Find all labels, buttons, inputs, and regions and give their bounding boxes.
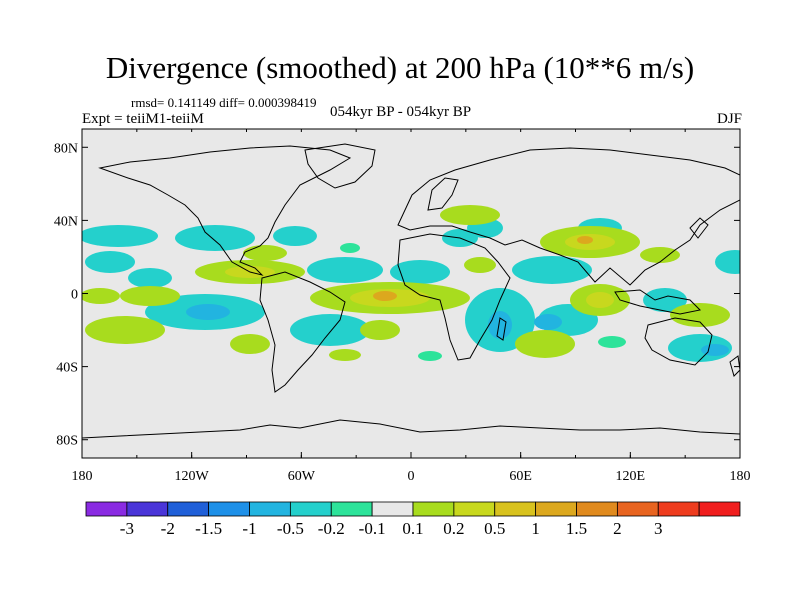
colorbar-label: 0.1: [402, 519, 423, 538]
colorbar-swatch: [126, 501, 169, 517]
lat-tick-label: 0: [71, 288, 78, 303]
colorbar-swatch: [453, 501, 496, 517]
coast-japan: [689, 217, 709, 239]
neg-patch: [512, 256, 592, 284]
lat-ticks: 80N 40N 0 40S 80S: [54, 141, 740, 449]
neg-core: [488, 311, 512, 339]
colorbar-label: -1: [242, 519, 256, 538]
pos-patch: [82, 288, 120, 304]
colorbar-swatch: [249, 501, 291, 517]
colorbar-label: -0.5: [277, 519, 304, 538]
lon-tick-label: 60W: [288, 469, 316, 484]
colorbar: [85, 501, 741, 517]
neg-patch: [128, 268, 172, 288]
colorbar-label: 1: [531, 519, 540, 538]
lat-tick-label: 40N: [54, 214, 78, 229]
colorbar-swatch: [289, 501, 332, 517]
neg-patch: [175, 225, 255, 251]
pos-patch: [360, 320, 400, 340]
coastlines: [82, 143, 740, 439]
colorbar-label: -1.5: [195, 519, 222, 538]
colorbar-swatch: [412, 501, 455, 517]
period-label: 054kyr BP - 054kyr BP: [330, 104, 472, 120]
coast-eurasia: [397, 147, 740, 286]
strong-pos-core: [577, 236, 593, 244]
colorbar-swatch: [208, 501, 250, 517]
lat-tick-label: 80S: [56, 434, 78, 449]
coast-north-america: [98, 145, 352, 276]
neg-patch: [715, 250, 740, 274]
colorbar-swatch: [576, 501, 618, 517]
pos-patch: [230, 334, 270, 354]
colorbar-label: -0.1: [359, 519, 386, 538]
colorbar-swatch: [330, 501, 373, 517]
colorbar-swatch: [167, 501, 210, 517]
strong-pos-core: [373, 291, 397, 301]
lon-tick-label: 60E: [509, 469, 532, 484]
pos-patch: [515, 330, 575, 358]
colorbar-label: -0.2: [318, 519, 345, 538]
colorbar-label: -3: [120, 519, 134, 538]
coast-scandinavia: [427, 177, 459, 211]
coast-south-america: [259, 271, 346, 393]
neg-patch: [643, 288, 687, 312]
colorbar-swatch: [85, 501, 128, 517]
lon-tick-label: 0: [408, 469, 415, 484]
lon-tick-label: 180: [730, 469, 751, 484]
colorbar-swatch: [698, 501, 741, 517]
colorbar-label: 3: [654, 519, 663, 538]
pos-core: [586, 292, 614, 308]
pos-patch: [329, 349, 361, 361]
neg-core: [701, 344, 729, 356]
lon-tick-label: 120E: [616, 469, 646, 484]
experiment-label: Expt = teiiM1-teiiM: [82, 111, 204, 127]
pos-patch: [640, 247, 680, 263]
weak-neg-patch: [340, 243, 360, 253]
neg-patch: [273, 226, 317, 246]
colorbar-swatch: [657, 501, 700, 517]
pos-patch: [120, 286, 180, 306]
lon-ticks: 180 120W 60W 0 60E 120E 180: [72, 129, 751, 484]
colorbar-swatch: [535, 501, 577, 517]
neg-core: [534, 314, 562, 330]
divergence-field: [82, 205, 740, 362]
map-title: Divergence (smoothed) at 200 hPa (10**6 …: [105, 50, 695, 85]
neg-patch: [290, 314, 370, 346]
coast-greenland: [304, 143, 376, 189]
pos-patch: [243, 245, 287, 261]
colorbar-label: 1.5: [566, 519, 587, 538]
colorbar-label: 2: [613, 519, 622, 538]
colorbar-label: -2: [161, 519, 175, 538]
colorbar-label: 0.2: [443, 519, 464, 538]
pos-patch: [670, 303, 730, 327]
coast-madagascar: [496, 317, 507, 341]
colorbar-label: 0.5: [484, 519, 505, 538]
season-label: DJF: [716, 111, 742, 127]
neg-patch: [390, 260, 450, 284]
colorbar-swatch: [371, 501, 414, 517]
weak-neg-patch: [418, 351, 442, 361]
coast-antarctica: [82, 419, 740, 439]
lon-tick-label: 180: [72, 469, 93, 484]
coast-indonesia: [614, 289, 702, 315]
colorbar-labels: -3 -2 -1.5 -1 -0.5 -0.2 -0.1 0.1 0.2 0.5 1 1.5 2 3: [120, 519, 663, 538]
pos-patch: [85, 316, 165, 344]
pos-patch: [464, 257, 496, 273]
coast-australia: [644, 317, 713, 366]
colorbar-swatch: [494, 501, 537, 517]
pos-patch: [440, 205, 500, 225]
coast-africa: [397, 233, 511, 361]
stats-text: rmsd= 0.141149 diff= 0.000398419: [131, 95, 317, 110]
weak-neg-patch: [598, 336, 626, 348]
neg-patch: [307, 257, 383, 283]
lon-tick-label: 120W: [175, 469, 210, 484]
neg-patch: [82, 225, 158, 247]
neg-core: [186, 304, 230, 320]
lat-tick-label: 40S: [56, 361, 78, 376]
coast-new-zealand: [729, 355, 740, 377]
lat-tick-label: 80N: [54, 141, 78, 156]
neg-patch: [85, 251, 135, 273]
colorbar-swatch: [616, 501, 659, 517]
